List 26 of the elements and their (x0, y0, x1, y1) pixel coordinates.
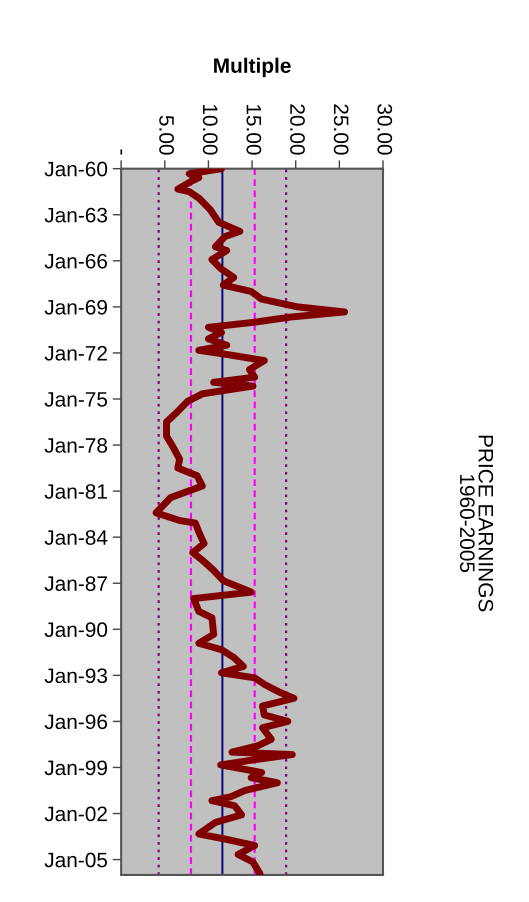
x-tick-label: 25.00 (334, 104, 349, 155)
y-tick-label: Jan-78 (44, 438, 108, 453)
y-tick-label: Jan-93 (44, 668, 108, 684)
y-tick-label: Jan-96 (44, 714, 108, 730)
y-tick-label: Jan-63 (44, 208, 108, 222)
x-axis-title: Multiple (214, 58, 291, 78)
text: 1960-2005 (460, 474, 475, 572)
y-tick-label: Jan-72 (44, 346, 107, 361)
y-tick-label: Jan-69 (44, 300, 107, 315)
x-tick-label: 30.00 (377, 104, 392, 155)
y-tick-label: Jan-81 (44, 484, 107, 499)
y-tick-label: Jan-75 (44, 392, 108, 407)
y-tick-label: Jan-84 (44, 530, 108, 545)
y-tick-label: Jan-66 (44, 254, 108, 269)
y-tick-label: Jan-99 (44, 760, 107, 776)
y-tick-label: Jan-05 (44, 852, 108, 868)
x-tick-label: 10.00 (202, 104, 218, 155)
x-tick-label: 5.00 (159, 116, 174, 155)
y-tick-label: Jan-02 (44, 806, 107, 822)
x-tick-label: - (120, 149, 122, 155)
y-tick-label: Jan-90 (44, 622, 108, 638)
y-tick-label: Jan-87 (44, 576, 107, 591)
text: PRICE EARNINGS (478, 436, 494, 612)
y-tick-label: Jan-60 (44, 162, 108, 176)
x-tick-label: 20.00 (290, 104, 305, 155)
x-tick-label: 15.00 (246, 104, 262, 155)
